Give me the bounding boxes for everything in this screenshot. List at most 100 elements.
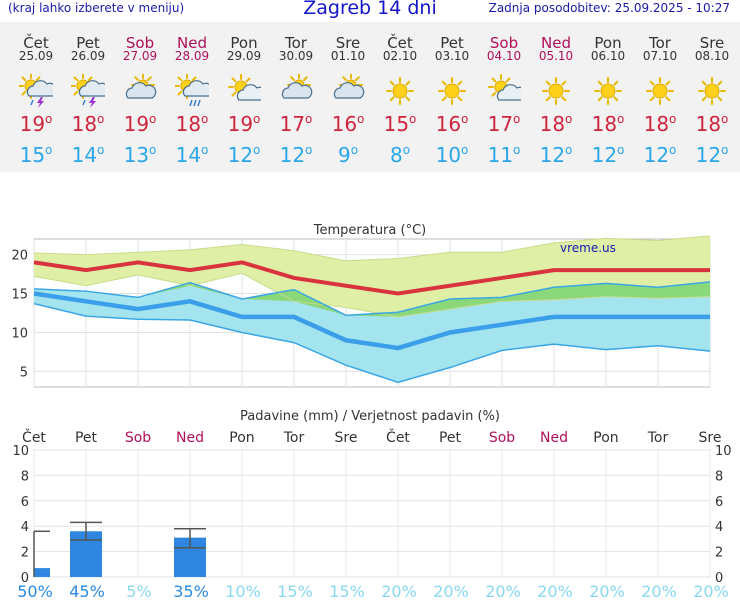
range-overlap	[34, 281, 710, 317]
precip-probability-label: 50%	[17, 582, 53, 600]
day-date: 08.10	[694, 49, 730, 63]
max-temperature-value: 19	[123, 112, 150, 136]
precip-probability-label: 20%	[537, 582, 573, 600]
max-temperature-value: 15	[383, 112, 410, 136]
degree-symbol: o	[409, 112, 417, 126]
max-temperature: 18o	[166, 112, 218, 136]
plot-area	[33, 449, 711, 578]
thunderstorm-icon	[18, 73, 58, 108]
day-axis-label: Ned	[176, 430, 204, 446]
sun-cloud-icon	[487, 74, 528, 108]
degree-symbol: o	[45, 143, 53, 157]
max-temperature-value: 18	[695, 112, 722, 136]
y-tick-label: 10	[11, 326, 28, 341]
min-temperature-value: 14	[175, 143, 202, 167]
max-temperature: 19o	[218, 112, 270, 136]
degree-symbol: o	[461, 143, 469, 157]
max-lower-line	[33, 272, 711, 318]
min-lower-line	[33, 302, 711, 384]
max-temperature: 16o	[426, 112, 478, 136]
max-temperature-value: 16	[331, 112, 358, 136]
precip-probability-label: 20%	[641, 582, 677, 600]
max-temperature: 19o	[114, 112, 166, 136]
day-date: 30.09	[278, 49, 314, 63]
day-name: Pet	[440, 34, 464, 52]
degree-symbol: o	[97, 143, 105, 157]
degree-symbol: o	[461, 112, 469, 126]
max-temperature-value: 18	[591, 112, 618, 136]
min-temperature: 10o	[426, 143, 478, 167]
min-temperature-value: 13	[123, 143, 150, 167]
max-temperature: 17o	[270, 112, 322, 136]
min-temperature-value: 12	[539, 143, 566, 167]
max-temperature-value: 18	[539, 112, 566, 136]
location-menu-note[interactable]: (kraj lahko izberete v meniju)	[8, 1, 185, 15]
day-date: 06.10	[590, 49, 626, 63]
y-tick-label-left: 8	[21, 469, 29, 484]
max-temperature: 17o	[478, 112, 530, 136]
degree-symbol: o	[305, 112, 313, 126]
precip-probability-label: 20%	[433, 582, 469, 600]
y-tick-label: 15	[11, 288, 28, 303]
day-axis-label: Pet	[75, 430, 98, 446]
min-temperature-value: 12	[591, 143, 618, 167]
thunderstorm-icon	[70, 73, 110, 108]
day-name: Sob	[125, 34, 155, 52]
max-temperature-value: 18	[643, 112, 670, 136]
sun-rain-icon	[174, 73, 214, 108]
degree-symbol: o	[565, 112, 573, 126]
day-name: Sre	[335, 34, 361, 52]
day-date: 07.10	[642, 49, 678, 63]
y-tick-label-left: 6	[21, 495, 29, 510]
day-name: Tor	[285, 34, 307, 52]
degree-symbol: o	[201, 143, 209, 157]
degree-symbol: o	[402, 143, 411, 157]
day-date: 25.09	[18, 49, 54, 63]
min-temperature-value: 12	[643, 143, 670, 167]
degree-symbol: o	[149, 112, 157, 126]
min-temperature-value: 12	[227, 143, 254, 167]
day-axis-label: Čet	[22, 428, 46, 446]
day-name: Ned	[177, 34, 207, 52]
day-axis-label: Sre	[335, 430, 358, 446]
top-bar: (kraj lahko izberete v meniju) Zagreb 14…	[0, 0, 740, 20]
min-temperature-value: 10	[435, 143, 462, 167]
chart-title: Padavine (mm) / Verjetnost padavin (%)	[240, 409, 500, 424]
day-name: Pet	[76, 34, 100, 52]
sun-cloud-icon	[227, 74, 268, 108]
watermark: vreme.us	[560, 241, 616, 255]
degree-symbol: o	[149, 143, 157, 157]
precip-probability-label: 15%	[277, 582, 313, 600]
max-temperature: 18o	[62, 112, 114, 136]
day-date: 03.10	[434, 49, 470, 63]
sun-icon	[383, 74, 417, 108]
day-date: 27.09	[122, 49, 158, 63]
precip-probability-label: 15%	[329, 582, 365, 600]
day-date: 28.09	[174, 49, 210, 63]
degree-symbol: o	[45, 112, 53, 126]
degree-symbol: o	[305, 143, 313, 157]
day-name: Sre	[699, 34, 725, 52]
y-tick-label-right: 6	[715, 495, 723, 510]
day-axis-label: Ned	[540, 430, 568, 446]
max-temperature: 19o	[10, 112, 62, 136]
degree-symbol: o	[669, 143, 677, 157]
degree-symbol: o	[513, 143, 521, 157]
y-tick-label-left: 4	[21, 520, 29, 535]
page-title: Zagreb 14 dni	[303, 0, 437, 19]
daily-forecast-strip: Čet 25.09 19o 15o Pet 26.09 18o 14o Sob 27.09 19o 1…	[0, 22, 740, 172]
min-temperature: 12o	[270, 143, 322, 167]
min-temperature-line	[33, 291, 710, 351]
day-axis-label: Pon	[593, 430, 618, 446]
day-date: 29.09	[226, 49, 262, 63]
degree-symbol: o	[617, 112, 625, 126]
day-date: 26.09	[70, 49, 106, 63]
min-temperature: 8o	[374, 143, 426, 167]
min-temperature: 13o	[114, 143, 166, 167]
min-temperature-value: 14	[71, 143, 98, 167]
precip-probability-label: 20%	[485, 582, 521, 600]
degree-symbol: o	[357, 112, 365, 126]
min-temperature-value: 12	[279, 143, 306, 167]
day-name: Čet	[23, 34, 49, 52]
precip-bar	[34, 568, 50, 577]
